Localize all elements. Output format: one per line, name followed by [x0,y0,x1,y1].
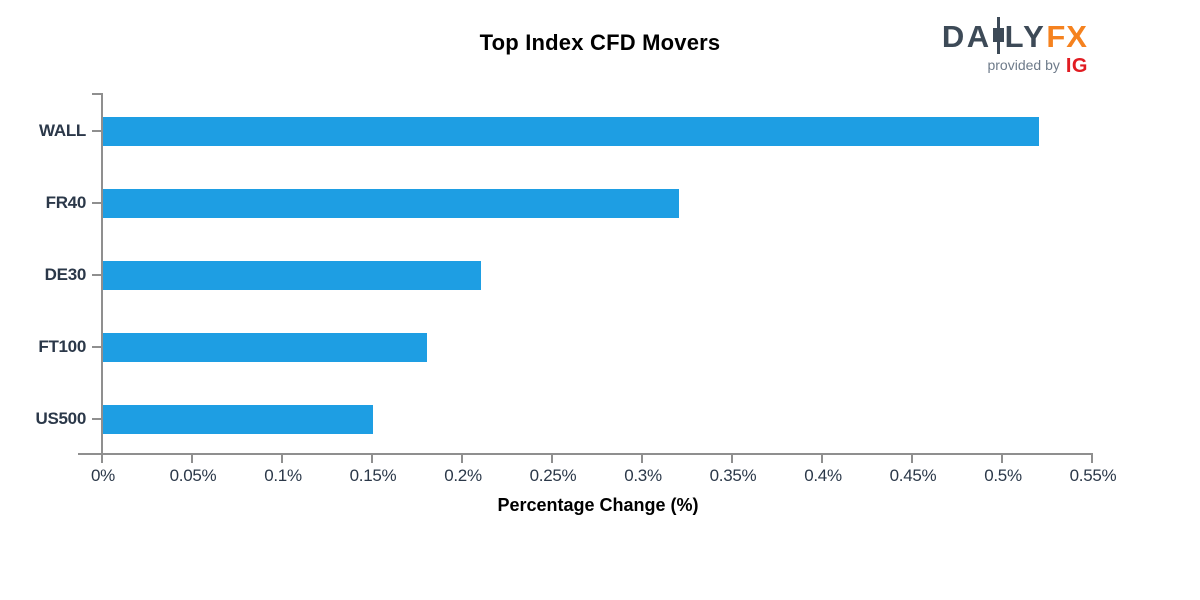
x-tick-mark [371,455,373,463]
x-tick-mark [461,455,463,463]
x-tick-mark [911,455,913,463]
bar [103,261,481,290]
y-axis-end-cap [92,93,102,95]
x-axis-line [78,453,1093,455]
x-tick-label: 0.5% [984,466,1022,485]
bar [103,189,679,218]
y-tick-mark [92,274,102,276]
category-label: DE30 [44,265,87,284]
y-tick-mark [92,346,102,348]
bar [103,117,1039,146]
x-tick-label: 0.25% [529,466,577,485]
x-tick-mark [551,455,553,463]
x-tick-mark [1091,455,1093,463]
y-tick-mark [92,130,102,132]
x-tick-label: 0.45% [889,466,937,485]
category-label: US500 [35,409,87,428]
logo-text-fx: FX [1046,19,1088,54]
x-tick-label: 0.35% [709,466,757,485]
y-tick-mark [92,418,102,420]
x-tick-mark [731,455,733,463]
x-axis-title: Percentage Change (%) [497,495,699,515]
x-tick-label: 0.05% [169,466,217,485]
y-tick-mark [92,202,102,204]
x-tick-mark [191,455,193,463]
x-tick-mark [281,455,283,463]
logo-text-ly: LY [1004,19,1047,54]
chart-title: Top Index CFD Movers [479,30,721,55]
x-tick-label: 0.2% [444,466,482,485]
candlestick-icon [992,17,1005,54]
x-tick-label: 0.15% [349,466,397,485]
category-label: FR40 [45,193,87,212]
logo-provider-ig: IG [1065,55,1088,77]
category-label: WALL [39,121,86,140]
x-tick-mark [1001,455,1003,463]
x-tick-label: 0.3% [624,466,662,485]
dailyfx-logo: DA LYFX provided by IG [941,17,1088,78]
x-tick-label: 0.1% [264,466,302,485]
x-tick-mark [641,455,643,463]
x-tick-mark [821,455,823,463]
category-label: FT100 [38,337,86,356]
y-axis-line [101,93,103,463]
logo-tagline: provided by [987,57,1060,73]
logo-text-da: DA [941,19,992,54]
x-tick-label: 0% [91,466,115,485]
dailyfx-wordmark: DA LYFX [941,17,1088,54]
x-tick-label: 0.4% [804,466,842,485]
bar [103,405,373,434]
bar [103,333,427,362]
logo-tagline-row: provided by IG [942,55,1088,78]
x-tick-label: 0.55% [1069,466,1117,485]
x-tick-mark [101,455,103,463]
